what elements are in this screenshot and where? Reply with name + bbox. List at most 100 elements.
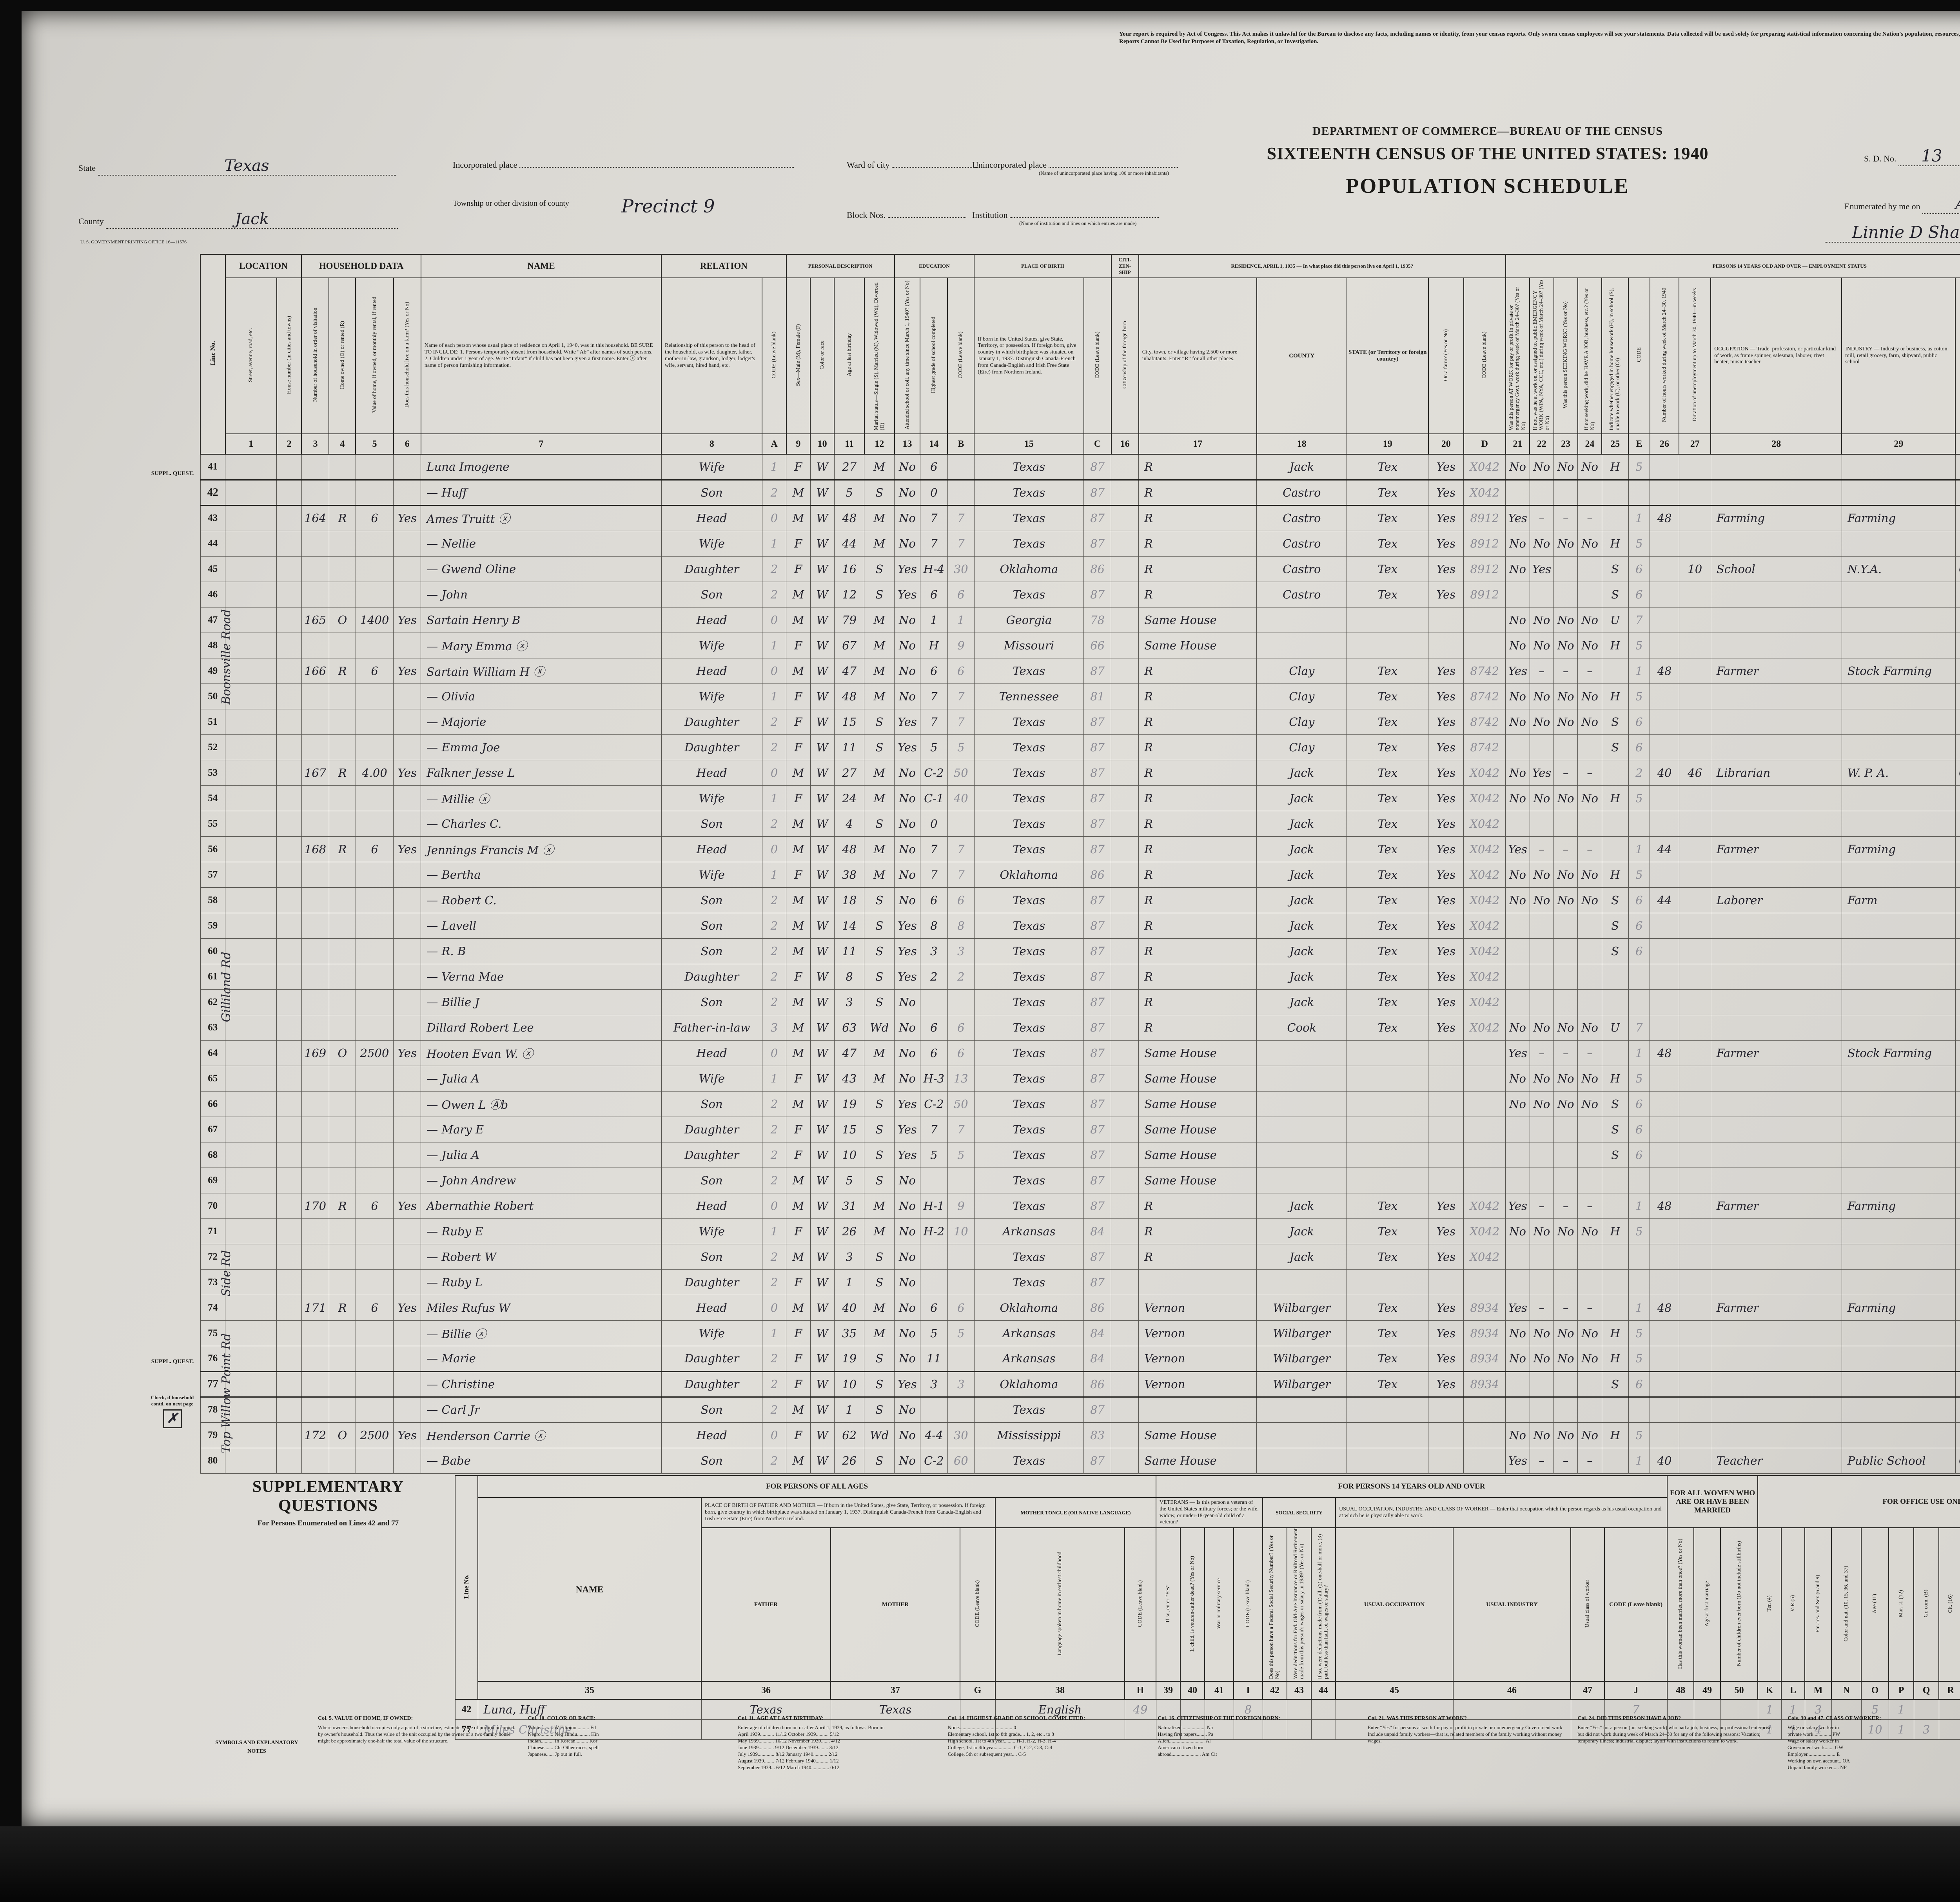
cell: Yes [1505,1040,1530,1066]
cell: — Billie ⓧ [421,1320,662,1346]
cell: – [1529,1447,1554,1474]
cell: W [810,1320,835,1346]
cell: 5 [1628,454,1650,480]
cell [830,1719,960,1740]
line-number: 80 [200,1447,225,1474]
cell [1111,989,1139,1015]
header-cell: Highest grade of school completed [920,277,948,434]
cell: H-2 [920,1218,948,1244]
check-contd-box: ✗ [163,1409,182,1428]
cell: 172 [301,1422,329,1448]
line-number: 42 [200,479,225,506]
township-label: Township or other division of county [453,199,569,208]
cell: Father-in-law [661,1014,762,1041]
cell: M [786,912,811,939]
cell: – [1529,505,1554,531]
cell [301,454,329,480]
header-cell: 49 [1693,1681,1721,1700]
person-row-79: 79 172 O 2500 Yes Henderson Carrie ⓧ Head 0 F W 62… [200,1422,1960,1448]
cell [1347,1040,1429,1066]
cell: R [1138,505,1257,531]
cell: 87 [1083,1244,1112,1270]
person-row-61: 61— Verna Mae Daughter 2 F W 8 S Yes 2 2 Texas 87 R J… [200,963,1960,990]
cell [1347,1142,1429,1168]
cell: – [1553,1295,1578,1321]
cell: X042 [1463,836,1506,862]
cell: 1 [762,1320,787,1346]
cell [1463,632,1506,658]
cell [1710,1091,1842,1117]
cell: W [810,1345,835,1372]
header-cell: USUAL INDUSTRY [1453,1527,1572,1682]
header-cell: Class of worker [1955,277,1960,434]
cell: Clay [1256,734,1347,760]
cell [328,479,356,506]
cell [1841,683,1956,709]
header-cell: HOUSEHOLD DATA [301,254,421,278]
cell [328,1447,356,1474]
header-cell: 22 [1529,433,1554,455]
cell: 48 [1650,505,1679,531]
cell: No [1529,785,1554,811]
explanatory-note: SYMBOLS AND EXPLANATORY NOTES [206,1715,308,1784]
header-cell: 5 [355,433,394,455]
cell [328,632,356,658]
cell: 87 [1083,1396,1112,1423]
cell [1841,709,1956,735]
person-row-62: 62— Billie J Son 2 M W 3 S No Texas 87 R Jack Tex Yes… [200,989,1960,1015]
cell [1628,479,1650,506]
cell: Jack [1256,912,1347,939]
cell [1650,1320,1679,1346]
cell: No [1553,785,1578,811]
cell [225,836,277,862]
cell: No [1529,1091,1554,1117]
cell: OA [1955,836,1960,862]
cell: Same House [1138,1167,1257,1193]
cell: No [1577,1091,1602,1117]
cell: 87 [1083,1269,1112,1295]
cell: 168 [301,836,329,862]
cell [276,1345,302,1372]
cell: 87 [1083,734,1112,760]
header-cell: H [1124,1681,1157,1700]
privacy-notice: Your report is required by Act of Congre… [1119,31,1960,45]
cell: No [1553,1320,1578,1346]
cell: Farm [1841,887,1956,913]
cell: R [1138,530,1257,557]
cell: R [328,658,356,684]
cell: S [864,887,895,913]
cell: F [786,1371,811,1398]
cell [947,479,975,506]
person-row-54: 54— Millie ⓧ Wife 1 F W 24 M No C-1 40 Texas 87 R Jac… [200,785,1960,811]
cell: 1 [762,632,787,658]
header-cell: 47 [1570,1681,1605,1700]
cell: 8934 [1463,1295,1506,1321]
cell [1841,963,1956,990]
cell: — John Andrew [421,1167,662,1193]
cell [1955,734,1960,760]
cell [947,989,975,1015]
explanatory-note: Col. 14. HIGHEST GRADE OF SCHOOL COMPLET… [948,1715,1148,1784]
cell: Tex [1347,938,1429,964]
cell: Oklahoma [974,556,1084,582]
cell: Clay [1256,683,1347,709]
cell: R [328,836,356,862]
header-cell: 37 [830,1681,960,1700]
cell [1955,1269,1960,1295]
cell [355,887,394,913]
cell: Tex [1347,479,1429,506]
cell [1720,1719,1758,1740]
cell: R [328,505,356,531]
cell [1679,1014,1711,1041]
cell: – [1577,1295,1602,1321]
cell: Farmer [1710,1193,1842,1219]
cell: No [1505,1422,1530,1448]
cell: 2 [762,887,787,913]
cell: R [1138,1244,1257,1270]
cell: No [1529,1422,1554,1448]
note-title: Col. 14. HIGHEST GRADE OF SCHOOL COMPLET… [947,1715,1085,1721]
cell: Wife [661,1218,762,1244]
cell: Son [661,1167,762,1193]
cell [1679,683,1711,709]
header-cell: FOR PERSONS 14 YEARS OLD AND OVER [1156,1475,1668,1498]
